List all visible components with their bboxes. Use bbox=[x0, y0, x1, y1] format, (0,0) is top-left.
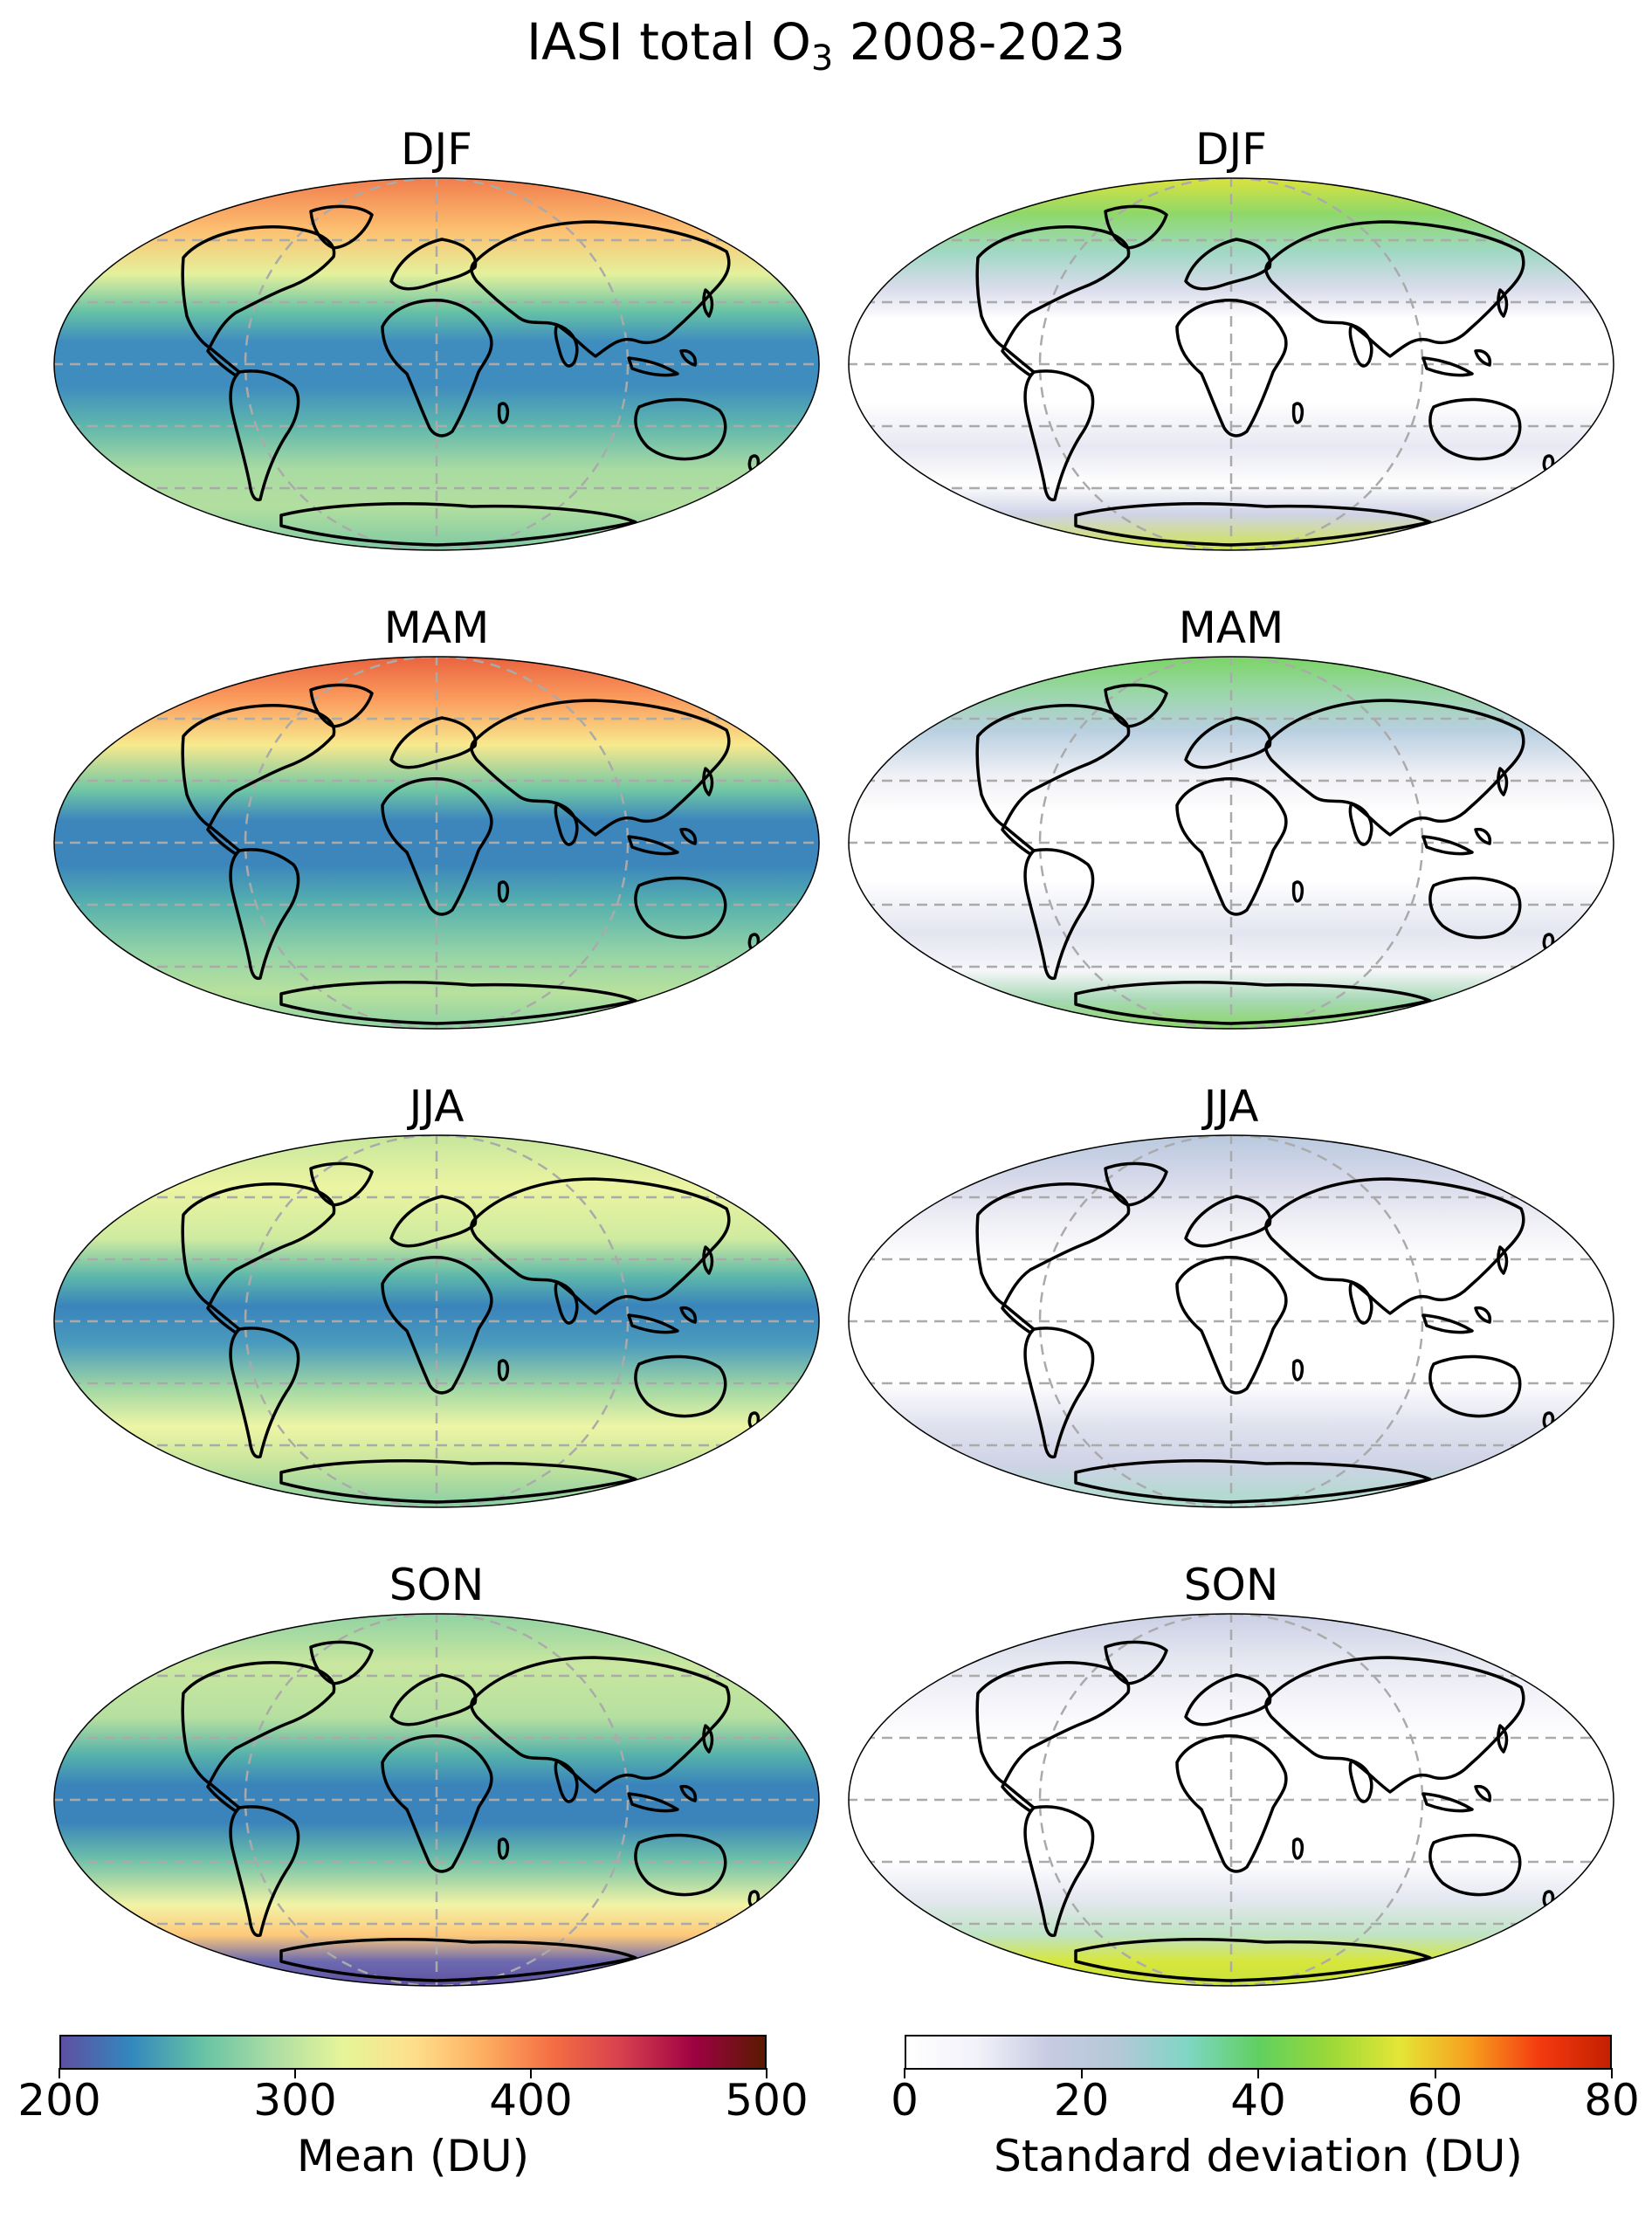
map-border bbox=[53, 1134, 820, 1508]
colorbar-mean-tick bbox=[294, 2068, 296, 2078]
colorbar-std-tick-label: 40 bbox=[1230, 2075, 1286, 2126]
panel-title-std-mam: MAM bbox=[1178, 603, 1284, 653]
colorbar-mean-label: Mean (DU) bbox=[296, 2131, 530, 2181]
panel-title-mean-jja: JJA bbox=[409, 1081, 465, 1132]
map-border bbox=[53, 656, 820, 1030]
map-border bbox=[848, 177, 1614, 551]
colorbar-std-tick-label: 20 bbox=[1053, 2075, 1110, 2126]
colorbar-mean-tick bbox=[530, 2068, 532, 2078]
map-border bbox=[53, 1613, 820, 1987]
map-std-son bbox=[848, 1613, 1614, 1987]
title-text: IASI total O bbox=[527, 12, 811, 72]
colorbar-std-tick-label: 60 bbox=[1407, 2075, 1463, 2126]
colorbar-std-tick-label: 0 bbox=[891, 2075, 919, 2126]
colorbar-mean-tick-label: 300 bbox=[253, 2075, 337, 2126]
panel-title-std-jja: JJA bbox=[1203, 1081, 1259, 1132]
figure-title: IASI total O3 2008-2023 bbox=[0, 12, 1652, 79]
map-border bbox=[53, 177, 820, 551]
coastlines bbox=[181, 204, 761, 547]
map-std-jja bbox=[848, 1134, 1614, 1508]
colorbar-std bbox=[905, 2035, 1612, 2070]
map-mean-djf bbox=[53, 177, 820, 551]
coastlines bbox=[181, 1640, 761, 1982]
graticule bbox=[54, 657, 819, 1029]
colorbar-std-tick bbox=[904, 2068, 905, 2078]
graticule bbox=[54, 178, 819, 550]
map-border bbox=[848, 1613, 1614, 1987]
map-mean-jja bbox=[53, 1134, 820, 1508]
panel-title-mean-mam: MAM bbox=[383, 603, 490, 653]
colorbar-std-label: Standard deviation (DU) bbox=[994, 2131, 1523, 2181]
colorbar-mean-tick bbox=[766, 2068, 767, 2078]
coastlines bbox=[975, 1161, 1555, 1504]
colorbar-mean-tick-label: 200 bbox=[17, 2075, 101, 2126]
map-border bbox=[848, 1134, 1614, 1508]
panel-title-mean-djf: DJF bbox=[400, 124, 472, 175]
colorbar-mean-tick-label: 500 bbox=[725, 2075, 809, 2126]
colorbar-std-tick bbox=[1434, 2068, 1436, 2078]
coastlines bbox=[975, 204, 1555, 547]
coastlines bbox=[975, 683, 1555, 1025]
panel-title-mean-son: SON bbox=[389, 1560, 485, 1610]
colorbar-std-tick bbox=[1611, 2068, 1613, 2078]
map-mean-mam bbox=[53, 656, 820, 1030]
map-border bbox=[848, 656, 1614, 1030]
panel-title-std-son: SON bbox=[1183, 1560, 1279, 1610]
coastlines bbox=[975, 1640, 1555, 1982]
map-std-djf bbox=[848, 177, 1614, 551]
map-mean-son bbox=[53, 1613, 820, 1987]
graticule bbox=[849, 657, 1614, 1029]
colorbar-mean-tick-label: 400 bbox=[489, 2075, 573, 2126]
title-years: 2008-2023 bbox=[833, 12, 1125, 72]
coastlines bbox=[181, 683, 761, 1025]
colorbar-mean bbox=[59, 2035, 767, 2070]
title-subscript: 3 bbox=[810, 38, 834, 79]
map-std-mam bbox=[848, 656, 1614, 1030]
coastlines bbox=[181, 1161, 761, 1504]
colorbar-std-tick bbox=[1257, 2068, 1259, 2078]
colorbar-mean-tick bbox=[59, 2068, 60, 2078]
panel-title-std-djf: DJF bbox=[1194, 124, 1267, 175]
colorbar-std-tick bbox=[1080, 2068, 1083, 2078]
colorbar-std-tick-label: 80 bbox=[1584, 2075, 1640, 2126]
